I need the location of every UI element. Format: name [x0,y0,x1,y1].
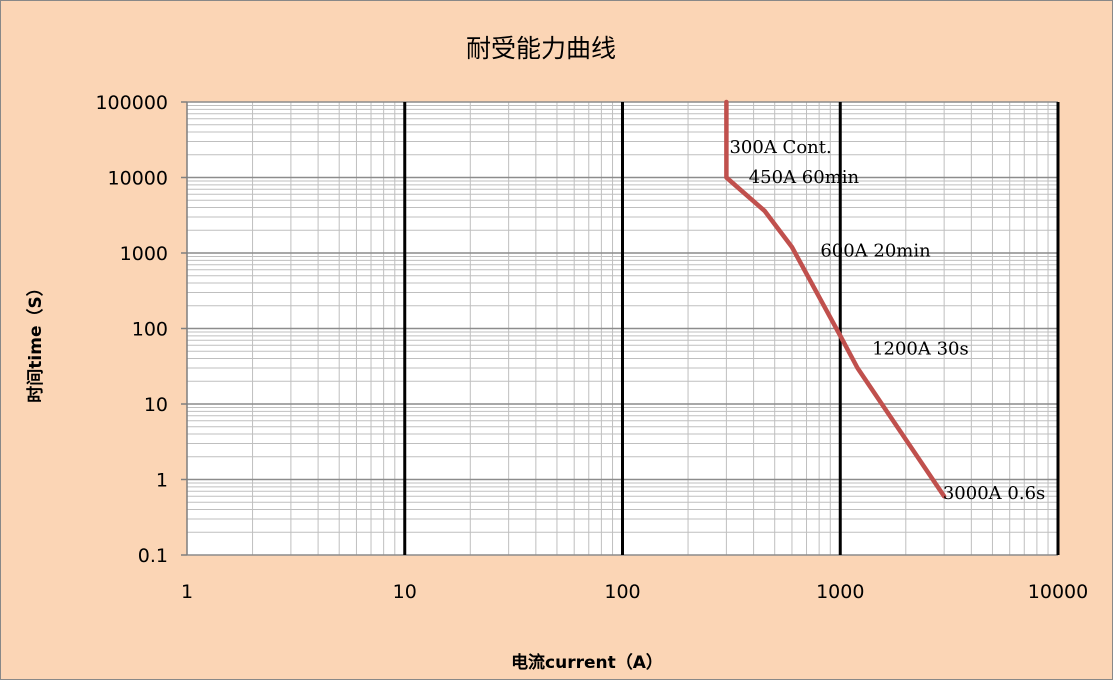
data-annotation: 300A Cont. [729,137,831,158]
series-layer [724,99,947,499]
y-tick-layer: 100000 10000 1000 100 10 1 0.1 [95,92,168,567]
series-line [724,99,947,499]
chart-title: 耐受能力曲线 [466,34,616,63]
x-tick-layer: 1 10 100 1000 10000 [181,581,1088,603]
data-annotation: 450A 60min [749,167,860,188]
data-annotation: 3000A 0.6s [943,483,1045,504]
x-tick-label: 10000 [1028,581,1088,603]
data-annotation: 1200A 30s [872,339,969,360]
y-tick-label: 1000 [120,243,168,265]
y-tick-label: 100 [132,319,168,341]
x-tick-label: 10 [393,581,417,603]
annotation-layer: 300A Cont. 450A 60min 600A 20min 1200A 30s 3… [729,137,1045,504]
y-tick-label: 100000 [95,92,168,114]
x-axis-label: 电流current（A） [511,652,663,673]
y-tick-label: 0.1 [138,545,168,567]
y-tick-label: 10000 [108,168,168,190]
y-tick-label: 10 [144,394,168,416]
y-axis-label: 时间time（S） [25,279,46,402]
y-tick-label: 1 [156,470,168,492]
x-tick-label: 1 [181,581,193,603]
x-tick-label: 100 [604,581,640,603]
x-tick-label: 1000 [816,581,864,603]
data-annotation: 600A 20min [820,240,931,261]
grid-major [181,101,1060,556]
